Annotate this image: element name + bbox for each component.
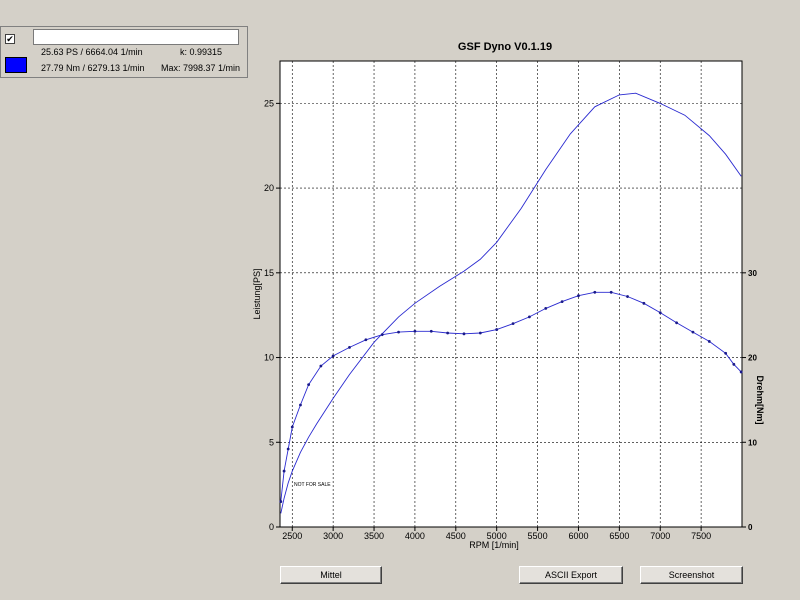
torque-data-point [478,331,482,335]
y-tick-label: 10 [264,353,274,363]
torque-data-point [495,328,499,331]
torque-data-point [511,322,515,326]
y-tick-label: 5 [269,437,274,447]
torque-data-point [593,290,597,294]
x-tick-label: 3500 [364,531,384,541]
ascii-export-button[interactable]: ASCII Export [519,566,623,584]
chart-title: GSF Dyno V0.1.19 [457,41,553,53]
torque-data-point [380,333,384,337]
x-tick-label: 3000 [323,531,343,541]
x-axis-label: RPM [1/min] [469,540,519,550]
torque-data-point [560,300,564,304]
torque-data-point [331,354,335,358]
screenshot-button[interactable]: Screenshot [640,566,743,584]
plot-area [279,60,743,528]
torque-data-point [397,330,400,334]
torque-data-point [290,425,294,429]
torque-data-point [364,338,368,342]
torque-data-point [299,403,302,407]
x-tick-label: 6000 [568,531,588,541]
torque-data-point [348,345,351,349]
x-tick-label: 6500 [609,531,629,541]
legend-max-info: Max: 7998.37 1/min [161,63,241,73]
torque-data-point [282,469,286,473]
x-tick-label: 5000 [487,531,507,541]
y-tick-label: 15 [264,268,274,278]
torque-data-point [626,295,629,298]
legend-name-input[interactable] [33,29,239,45]
y2-tick-label: 0 [748,523,753,532]
torque-data-point [658,311,662,315]
legend-torque-info: 27.79 Nm / 6279.13 1/min [41,63,145,73]
torque-data-point [279,500,283,503]
torque-data-point [544,307,548,310]
torque-data-point [724,351,728,355]
legend-color-swatch[interactable] [5,57,27,73]
torque-data-point [642,301,646,305]
y-tick-label: 25 [264,98,274,108]
torque-data-point [691,330,695,334]
x-tick-label: 5500 [528,531,548,541]
torque-data-point [707,340,711,343]
torque-data-point [413,329,417,333]
torque-data-point [675,321,678,325]
torque-data-point [446,331,450,335]
torque-data-point [286,447,290,451]
x-tick-label: 4500 [446,531,466,541]
torque-data-point [307,383,311,387]
torque-data-point [577,294,580,298]
mittel-button[interactable]: Mittel [280,566,382,584]
torque-data-point [609,290,613,294]
y-axis-label-left: Leistung[PS] [252,268,262,319]
data-series [279,92,743,514]
torque-data-point [429,329,433,333]
y-tick-label: 0 [269,522,274,532]
legend-power-info: 25.63 PS / 6664.04 1/min [41,47,143,57]
x-tick-label: 7500 [691,531,711,541]
y2-tick-label: 20 [748,354,757,363]
y2-tick-label: 30 [748,269,757,278]
grid-lines [280,61,742,527]
torque-data-point [739,370,743,374]
x-tick-label: 2500 [282,531,302,541]
x-tick-label: 7000 [650,531,670,541]
legend-k-info: k: 0.99315 [180,47,223,57]
watermark-text: NOT FOR SALE [294,482,331,488]
y-tick-label: 20 [264,183,274,193]
torque-data-point [732,362,736,366]
x-tick-label: 4000 [405,531,425,541]
y2-tick-label: 10 [748,438,757,447]
legend-panel: ✔ 25.63 PS / 6664.04 1/min k: 0.99315 27… [0,26,248,78]
y-axis-label-right: Drehm[Nm] [755,375,765,424]
legend-checkbox[interactable]: ✔ [5,34,15,44]
torque-curve [280,291,742,502]
power-curve [280,92,742,514]
torque-data-point [527,315,531,319]
axes: 2500 3000 3500 4000 4500 5000 5500 6000 6500 7000… [264,98,757,541]
torque-data-point [319,364,323,368]
torque-data-point [462,332,466,336]
